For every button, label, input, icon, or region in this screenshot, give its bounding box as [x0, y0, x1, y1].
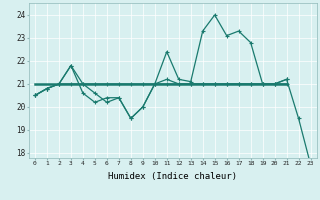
X-axis label: Humidex (Indice chaleur): Humidex (Indice chaleur) [108, 172, 237, 181]
